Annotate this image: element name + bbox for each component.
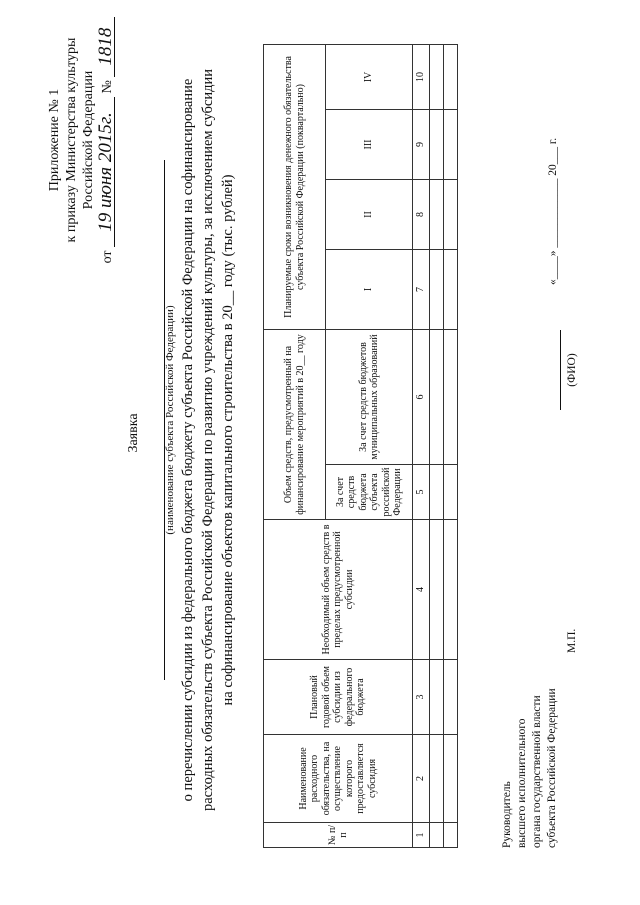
signature-line <box>560 330 561 410</box>
handwritten-date: 19 июня 2015г. <box>95 96 116 247</box>
document-body: о перечислении субсидии из федерального … <box>180 68 236 812</box>
header-quarter-3: III <box>325 109 413 180</box>
document-title: Заявка <box>126 413 141 453</box>
header-quarter-1: I <box>325 249 413 330</box>
header-municipal-budget: За счет средств бюджетов муниципальных о… <box>325 329 413 465</box>
header-number: № п/п <box>263 822 413 848</box>
stamp-label: М.П. <box>566 628 578 653</box>
header-planned-volume: Плановый годовой объем субсидии из федер… <box>263 659 413 735</box>
fio-caption: (ФИО) <box>566 353 578 387</box>
table-row <box>443 44 458 848</box>
appendix-number: Приложение № 1 <box>47 88 62 192</box>
handwritten-number: 1818 <box>95 16 116 77</box>
signer-block: Руководитель высшего исполнительного орг… <box>501 688 558 848</box>
header-obligation-name: Наименование расходного обязательства, н… <box>263 734 413 823</box>
header-quarter-4: IV <box>325 44 413 110</box>
header-funds-group: Объем средств, предусмотренный на финанс… <box>263 329 326 520</box>
header-terms-group: Планируемые сроки возникновения денежног… <box>263 44 326 330</box>
subject-caption: (наименование субъекта Российской Федера… <box>164 305 176 535</box>
appendix-order: к приказу Министерства культуры <box>64 37 79 243</box>
date-field: «____» ____________ 20___ г. <box>547 137 559 285</box>
header-required-volume: Необходимый объем средств в пределах пре… <box>263 519 413 660</box>
application-table: № п/п Наименование расходного обязательс… <box>263 44 458 848</box>
column-numbers-row: 1 2 3 4 5 6 7 8 9 10 <box>412 44 430 848</box>
header-quarter-2: II <box>325 179 413 250</box>
appendix-date-line: от 19 июня 2015г. № 1818 <box>95 0 116 305</box>
header-subject-budget: За счет средств бюджета субъекта российс… <box>325 464 413 520</box>
appendix-header: Приложение № 1 к приказу Министерства ку… <box>46 0 116 305</box>
table-row <box>429 44 444 848</box>
